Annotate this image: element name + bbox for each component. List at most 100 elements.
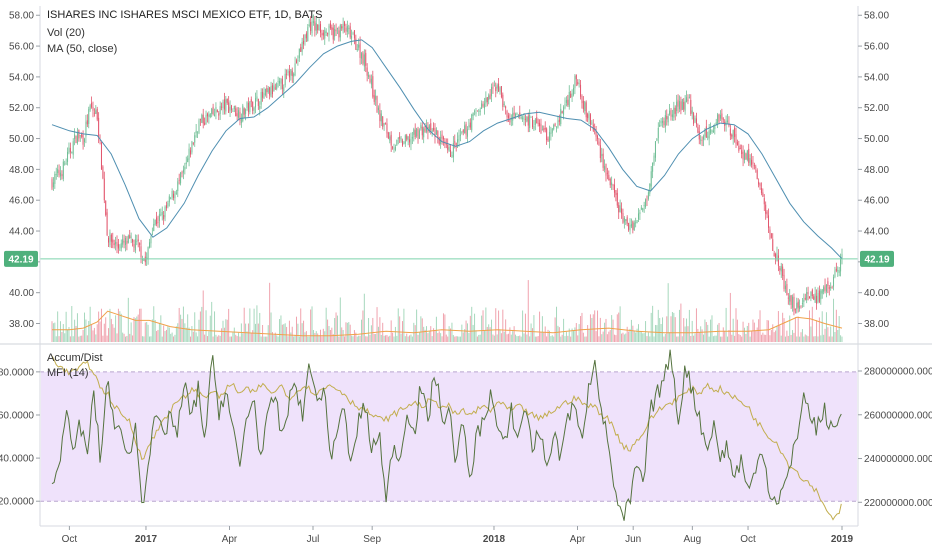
volume-bar <box>293 336 295 342</box>
candle-body <box>219 106 221 114</box>
candle-body <box>763 198 765 205</box>
candle-body <box>442 137 444 140</box>
volume-bar <box>414 325 416 342</box>
candle-body <box>479 110 481 112</box>
candle-body <box>588 112 590 120</box>
volume-bar <box>613 334 615 342</box>
candle-body <box>482 104 484 107</box>
candle-body <box>112 239 114 243</box>
candle-body <box>662 121 664 123</box>
candle-body <box>150 236 152 244</box>
candle-body <box>270 86 272 98</box>
candle-body <box>647 192 649 199</box>
candle-body <box>279 80 281 84</box>
candle-body <box>192 142 194 144</box>
candle-body <box>572 87 574 95</box>
volume-bar <box>123 333 125 342</box>
volume-bar <box>239 336 241 342</box>
volume-bar <box>530 323 532 342</box>
candle-body <box>540 124 542 134</box>
volume-bar <box>325 307 327 342</box>
volume-bar <box>355 332 357 342</box>
volume-bar <box>132 335 134 342</box>
volume-bar <box>550 336 552 342</box>
volume-bar <box>756 327 758 342</box>
volume-bar <box>332 334 334 342</box>
volume-bar <box>424 329 426 342</box>
volume-bar <box>416 309 418 342</box>
candle-body <box>493 85 495 87</box>
candle-body <box>649 183 651 194</box>
candle-body <box>450 149 452 158</box>
volume-bar <box>775 330 777 342</box>
candle-body <box>756 170 758 180</box>
volume-bar <box>243 307 245 342</box>
candle-body <box>517 114 519 116</box>
candle-body <box>287 70 289 73</box>
volume-bar <box>430 326 432 342</box>
volume-bar <box>727 336 729 342</box>
volume-bar <box>198 319 200 342</box>
candle-body <box>510 119 512 121</box>
candle-body <box>759 183 761 187</box>
candle-body <box>680 101 682 111</box>
candle-body <box>277 81 279 82</box>
candle-body <box>734 128 736 137</box>
volume-bar <box>602 331 604 342</box>
candle-body <box>209 114 211 117</box>
candle-body <box>589 114 591 125</box>
volume-bar <box>230 336 232 342</box>
volume-bar <box>476 336 478 342</box>
volume-bar <box>335 312 337 342</box>
volume-bar <box>523 333 525 342</box>
candle-body <box>372 76 374 97</box>
candle-body <box>779 268 781 271</box>
candle-body <box>280 78 282 84</box>
volume-bar <box>505 319 507 342</box>
candle-body <box>120 243 122 249</box>
volume-bar <box>472 324 474 342</box>
candle-body <box>257 98 259 106</box>
volume-bar <box>499 329 501 342</box>
candle-body <box>523 116 525 121</box>
volume-bar <box>451 322 453 342</box>
volume-bar <box>721 336 723 342</box>
volume-bar <box>305 331 307 342</box>
volume-bar <box>116 333 118 342</box>
volume-bar <box>452 335 454 342</box>
candle-body <box>134 239 136 251</box>
volume-bar <box>515 334 517 342</box>
price-left-tick-label: 54.00 <box>9 72 34 83</box>
volume-bar <box>735 308 737 342</box>
indicator-left-tick-label: 20.0000 <box>0 497 34 508</box>
candle-body <box>830 287 832 288</box>
volume-bar <box>153 306 155 342</box>
candle-body <box>271 85 273 95</box>
volume-bar <box>674 317 676 342</box>
candle-body <box>485 97 487 104</box>
candle-body <box>161 212 163 215</box>
volume-bar <box>601 334 603 342</box>
candle-body <box>584 101 586 111</box>
volume-bar <box>502 309 504 342</box>
volume-bar <box>671 311 673 342</box>
price-right-tick-label: 46.00 <box>864 196 889 207</box>
candle-body <box>519 112 521 116</box>
volume-bar <box>168 327 170 342</box>
candle-body <box>794 308 796 310</box>
volume-bar <box>426 326 428 342</box>
volume-bar <box>438 331 440 342</box>
volume-bar <box>563 318 565 342</box>
candle-body <box>782 266 784 276</box>
volume-bar <box>811 306 813 342</box>
candle-body <box>355 38 357 50</box>
volume-bar <box>635 332 637 342</box>
volume-bar <box>599 317 601 342</box>
candle-body <box>563 107 565 115</box>
candle-body <box>123 240 125 243</box>
candle-body <box>492 87 494 89</box>
x-tick-label: Aug <box>683 534 701 545</box>
candle-body <box>613 184 615 193</box>
candle-body <box>803 299 805 303</box>
